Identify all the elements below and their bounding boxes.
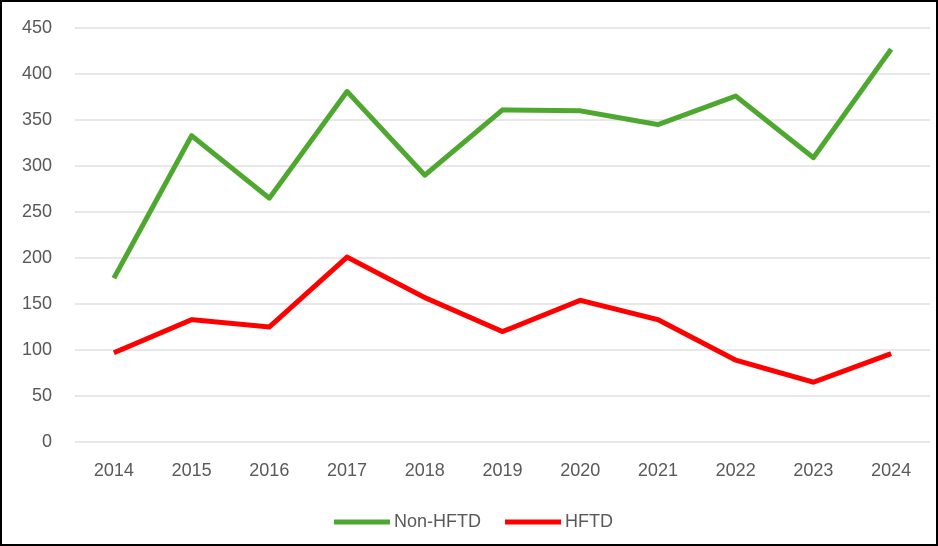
- y-tick-label: 350: [22, 109, 52, 129]
- legend-label: Non-HFTD: [394, 511, 481, 531]
- y-tick-label: 200: [22, 247, 52, 267]
- x-tick-label: 2018: [405, 460, 445, 480]
- y-tick-label: 100: [22, 339, 52, 359]
- y-tick-label: 150: [22, 293, 52, 313]
- x-tick-label: 2019: [482, 460, 522, 480]
- y-tick-label: 400: [22, 63, 52, 83]
- y-tick-label: 0: [42, 431, 52, 451]
- x-tick-label: 2016: [249, 460, 289, 480]
- y-tick-label: 250: [22, 201, 52, 221]
- x-tick-label: 2024: [871, 460, 911, 480]
- y-tick-label: 300: [22, 155, 52, 175]
- legend-label: HFTD: [565, 511, 613, 531]
- x-tick-label: 2017: [327, 460, 367, 480]
- x-tick-label: 2014: [94, 460, 134, 480]
- x-tick-label: 2020: [560, 460, 600, 480]
- x-tick-label: 2021: [638, 460, 678, 480]
- x-tick-label: 2022: [716, 460, 756, 480]
- x-tick-label: 2023: [793, 460, 833, 480]
- y-tick-label: 450: [22, 17, 52, 37]
- x-tick-label: 2015: [172, 460, 212, 480]
- y-tick-label: 50: [32, 385, 52, 405]
- line-series: [111, 47, 894, 280]
- line-series: [112, 254, 892, 385]
